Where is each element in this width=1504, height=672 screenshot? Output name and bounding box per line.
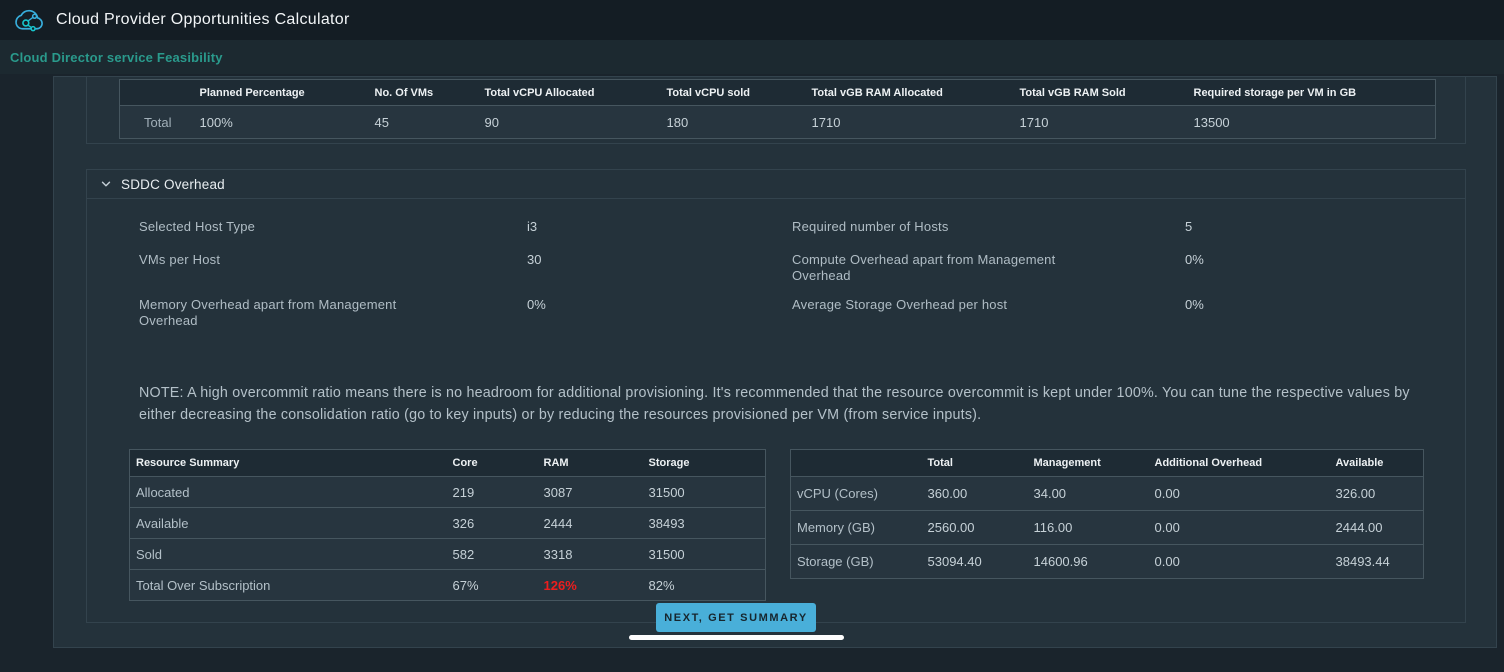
app-title: Cloud Provider Opportunities Calculator xyxy=(56,11,350,29)
data-cell: 126% xyxy=(538,570,643,601)
data-cell: 1710 xyxy=(802,106,1010,139)
chevron-down-icon xyxy=(100,178,112,190)
field-label-storage-overhead: Average Storage Overhead per host xyxy=(792,297,1112,313)
data-cell: 3318 xyxy=(538,539,643,570)
column-header: Available xyxy=(1330,450,1424,477)
data-cell: 1710 xyxy=(1010,106,1184,139)
data-cell: 180 xyxy=(657,106,802,139)
field-label-compute-overhead: Compute Overhead apart from Management O… xyxy=(792,252,1060,284)
data-cell: 38493 xyxy=(643,508,766,539)
subnav: Cloud Director service Feasibility xyxy=(0,40,1504,74)
data-cell: 2444.00 xyxy=(1330,511,1424,545)
column-header xyxy=(120,80,190,106)
totals-table: Planned PercentageNo. Of VMsTotal vCPU A… xyxy=(119,79,1436,139)
sddc-section-title: SDDC Overhead xyxy=(121,177,225,192)
data-cell: 34.00 xyxy=(1028,477,1149,511)
data-cell: 0.00 xyxy=(1149,477,1330,511)
data-cell: 326.00 xyxy=(1330,477,1424,511)
data-cell: 116.00 xyxy=(1028,511,1149,545)
column-header: Management xyxy=(1028,450,1149,477)
content-card: Planned PercentageNo. Of VMsTotal vCPU A… xyxy=(53,76,1497,648)
table-row: Available326244438493 xyxy=(130,508,766,539)
field-value-compute-overhead: 0% xyxy=(1185,252,1204,268)
column-header: Total vGB RAM Sold xyxy=(1010,80,1184,106)
table-row: Memory (GB)2560.00116.000.002444.00 xyxy=(791,511,1424,545)
field-label-vms-per-host: VMs per Host xyxy=(139,252,439,268)
data-cell: 326 xyxy=(447,508,538,539)
data-cell: 100% xyxy=(190,106,365,139)
table-row: Total100%45901801710171013500 xyxy=(120,106,1436,139)
horizontal-scrollbar-thumb[interactable] xyxy=(629,635,844,640)
resource-summary-table: Resource SummaryCoreRAMStorageAllocated2… xyxy=(129,449,766,601)
row-label-cell: Available xyxy=(130,508,447,539)
data-cell: 360.00 xyxy=(922,477,1028,511)
row-label-cell: vCPU (Cores) xyxy=(791,477,922,511)
data-cell: 219 xyxy=(447,477,538,508)
column-header: Core xyxy=(447,450,538,477)
next-get-summary-button[interactable]: NEXT, GET SUMMARY xyxy=(656,603,816,632)
row-label-cell: Allocated xyxy=(130,477,447,508)
data-cell: 67% xyxy=(447,570,538,601)
data-cell: 82% xyxy=(643,570,766,601)
data-cell: 45 xyxy=(365,106,475,139)
column-header: Total xyxy=(922,450,1028,477)
data-cell: 2444 xyxy=(538,508,643,539)
totals-panel: Planned PercentageNo. Of VMsTotal vCPU A… xyxy=(86,76,1466,144)
table-row: vCPU (Cores)360.0034.000.00326.00 xyxy=(791,477,1424,511)
table-row: Sold582331831500 xyxy=(130,539,766,570)
data-cell: 0.00 xyxy=(1149,511,1330,545)
data-cell: 38493.44 xyxy=(1330,545,1424,579)
app-header: Cloud Provider Opportunities Calculator xyxy=(0,0,1504,40)
data-cell: 2560.00 xyxy=(922,511,1028,545)
column-header: Total vCPU sold xyxy=(657,80,802,106)
column-header xyxy=(791,450,922,477)
row-label-cell: Sold xyxy=(130,539,447,570)
row-label-cell: Memory (GB) xyxy=(791,511,922,545)
field-value-memory-overhead: 0% xyxy=(527,297,546,313)
column-header: Planned Percentage xyxy=(190,80,365,106)
field-value-required-hosts: 5 xyxy=(1185,219,1192,235)
data-cell: 53094.40 xyxy=(922,545,1028,579)
cloud-molecule-logo-icon xyxy=(14,5,44,35)
cloud-director-feasibility-link[interactable]: Cloud Director service Feasibility xyxy=(10,50,223,65)
column-header: Storage xyxy=(643,450,766,477)
column-header: Additional Overhead xyxy=(1149,450,1330,477)
column-header: Total vGB RAM Allocated xyxy=(802,80,1010,106)
column-header: RAM xyxy=(538,450,643,477)
field-label-selected-host-type: Selected Host Type xyxy=(139,219,439,235)
table-row: Allocated219308731500 xyxy=(130,477,766,508)
data-cell: 3087 xyxy=(538,477,643,508)
row-label-cell: Total xyxy=(120,106,190,139)
row-label-cell: Total Over Subscription xyxy=(130,570,447,601)
sddc-accordion-toggle[interactable]: SDDC Overhead xyxy=(87,170,1465,199)
column-header: No. Of VMs xyxy=(365,80,475,106)
data-cell: 582 xyxy=(447,539,538,570)
capacity-table: TotalManagementAdditional OverheadAvaila… xyxy=(790,449,1424,579)
column-header: Resource Summary xyxy=(130,450,447,477)
table-row: Storage (GB)53094.4014600.960.0038493.44 xyxy=(791,545,1424,579)
row-label-cell: Storage (GB) xyxy=(791,545,922,579)
data-cell: 31500 xyxy=(643,477,766,508)
table-row: Total Over Subscription67%126%82% xyxy=(130,570,766,601)
data-cell: 90 xyxy=(475,106,657,139)
field-value-vms-per-host: 30 xyxy=(527,252,541,268)
column-header: Total vCPU Allocated xyxy=(475,80,657,106)
sddc-body: Selected Host Type i3 Required number of… xyxy=(87,199,1465,622)
data-cell: 31500 xyxy=(643,539,766,570)
overcommit-note: NOTE: A high overcommit ratio means ther… xyxy=(139,383,1435,426)
field-label-memory-overhead: Memory Overhead apart from Management Ov… xyxy=(139,297,407,329)
data-cell: 0.00 xyxy=(1149,545,1330,579)
field-value-selected-host-type: i3 xyxy=(527,219,537,235)
column-header: Required storage per VM in GB xyxy=(1184,80,1436,106)
field-label-required-hosts: Required number of Hosts xyxy=(792,219,1112,235)
sddc-overhead-section: SDDC Overhead Selected Host Type i3 Requ… xyxy=(86,169,1466,623)
data-cell: 13500 xyxy=(1184,106,1436,139)
data-cell: 14600.96 xyxy=(1028,545,1149,579)
field-value-storage-overhead: 0% xyxy=(1185,297,1204,313)
